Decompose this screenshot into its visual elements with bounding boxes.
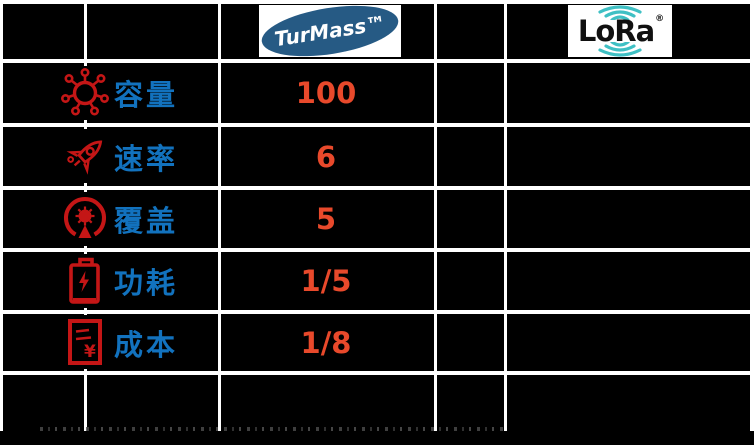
row-label: 功耗 [114, 266, 179, 300]
cropped-caption-remnant [40, 427, 506, 431]
cost-bill-icon: ¥ [59, 315, 111, 369]
turmass-logo-ellipse: TurMass™ [258, 0, 402, 65]
grid-line [218, 0, 221, 431]
signal-coverage-icon [59, 192, 111, 246]
lora-signal-arcs-icon [598, 5, 642, 20]
lora-value [504, 190, 750, 248]
rocket-speed-icon [59, 129, 111, 183]
grid-line [434, 0, 437, 431]
lora-value [504, 63, 750, 123]
lora-value [504, 314, 750, 371]
turmass-value: 6 [315, 139, 337, 174]
grid-line [0, 123, 754, 127]
row-label: 覆盖 [114, 204, 179, 238]
grid-line [0, 0, 754, 4]
grid-line [750, 0, 754, 431]
row-label: 成本 [114, 327, 179, 362]
registered-trademark-icon: ® [655, 13, 664, 24]
grid-line [0, 248, 754, 252]
row-label: 速率 [114, 141, 179, 176]
row-label: 容量 [114, 78, 179, 112]
lora-signal-arcs-icon [598, 42, 642, 57]
lora-logo: LoRa® [568, 5, 672, 57]
grid-line [504, 0, 507, 431]
lora-logo-text: LoRa® [577, 13, 664, 48]
grid-line [0, 371, 754, 375]
lora-value [504, 127, 750, 186]
grid-line [0, 310, 754, 314]
lora-value [504, 252, 750, 310]
turmass-value: 5 [315, 202, 337, 236]
grid-line [0, 59, 754, 63]
turmass-value: 100 [295, 76, 357, 110]
grid-line [0, 0, 3, 431]
svg-text:¥: ¥ [84, 342, 96, 362]
turmass-value: 1/5 [300, 264, 352, 298]
network-capacity-icon [59, 66, 111, 120]
turmass-logo-text: TurMass™ [272, 10, 388, 52]
battery-power-icon [59, 254, 111, 308]
turmass-logo: TurMass™ [258, 0, 402, 65]
grid-line [0, 186, 754, 190]
turmass-value: 1/8 [300, 325, 352, 360]
